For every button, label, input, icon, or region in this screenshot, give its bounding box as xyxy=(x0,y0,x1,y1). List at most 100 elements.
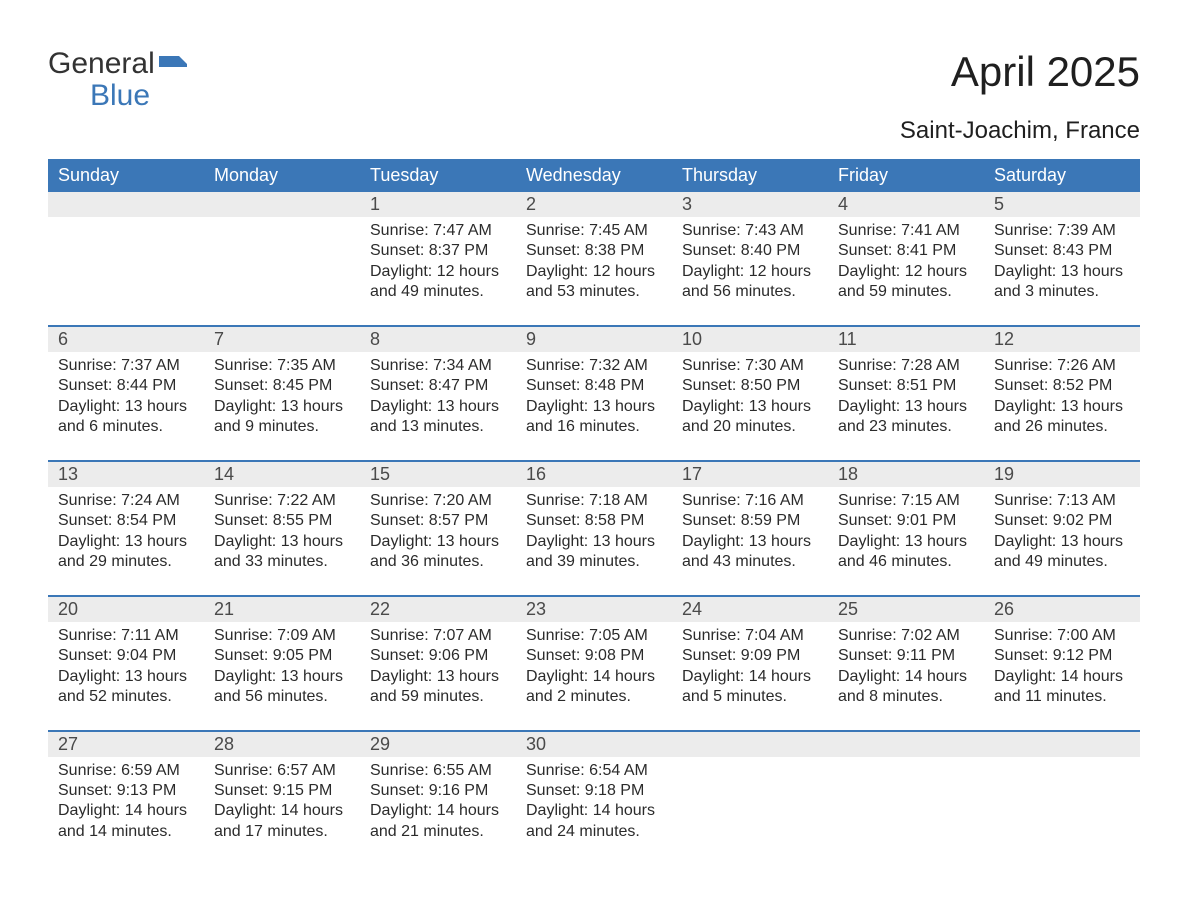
day-details: Sunrise: 7:16 AMSunset: 8:59 PMDaylight:… xyxy=(672,487,828,573)
calendar-body: 1Sunrise: 7:47 AMSunset: 8:37 PMDaylight… xyxy=(48,192,1140,864)
day-details: Sunrise: 7:05 AMSunset: 9:08 PMDaylight:… xyxy=(516,622,672,708)
sunrise-text: Sunrise: 7:34 AM xyxy=(370,356,506,376)
calendar-cell: 14 Sunrise: 7:22 AMSunset: 8:55 PMDayligh… xyxy=(204,461,360,596)
sunset-text: Sunset: 9:05 PM xyxy=(214,646,350,666)
daylight-text: Daylight: 13 hours and 26 minutes. xyxy=(994,397,1130,438)
daylight-text: Daylight: 13 hours and 13 minutes. xyxy=(370,397,506,438)
daylight-text: Daylight: 14 hours and 24 minutes. xyxy=(526,801,662,842)
sunrise-text: Sunrise: 7:43 AM xyxy=(682,221,818,241)
calendar-cell: 13Sunrise: 7:24 AMSunset: 8:54 PMDayligh… xyxy=(48,461,204,596)
calendar-cell: 8Sunrise: 7:34 AMSunset: 8:47 PMDaylight… xyxy=(360,326,516,461)
daylight-text: Daylight: 13 hours and 9 minutes. xyxy=(214,397,350,438)
day-number: 27 xyxy=(48,732,204,757)
day-number: 24 xyxy=(672,597,828,622)
weekday-header: Monday xyxy=(204,159,360,192)
day-number: 7 xyxy=(204,327,360,352)
sunrise-text: Sunrise: 7:28 AM xyxy=(838,356,974,376)
location-text: Saint-Joachim, France xyxy=(48,117,1140,145)
sunset-text: Sunset: 8:43 PM xyxy=(994,241,1130,261)
day-details: Sunrise: 6:59 AMSunset: 9:13 PMDaylight:… xyxy=(48,757,204,843)
calendar-cell: 16Sunrise: 7:18 AMSunset: 8:58 PMDayligh… xyxy=(516,461,672,596)
calendar-cell: 4Sunrise: 7:41 AMSunset: 8:41 PMDaylight… xyxy=(828,192,984,326)
sunset-text: Sunset: 9:08 PM xyxy=(526,646,662,666)
daylight-text: Daylight: 14 hours and 5 minutes. xyxy=(682,667,818,708)
sunset-text: Sunset: 9:06 PM xyxy=(370,646,506,666)
day-number: 28 xyxy=(204,732,360,757)
sunrise-text: Sunrise: 7:32 AM xyxy=(526,356,662,376)
day-details: Sunrise: 7:34 AMSunset: 8:47 PMDaylight:… xyxy=(360,352,516,438)
sunset-text: Sunset: 8:58 PM xyxy=(526,511,662,531)
sunrise-text: Sunrise: 7:41 AM xyxy=(838,221,974,241)
sunrise-text: Sunrise: 7:16 AM xyxy=(682,491,818,511)
calendar-cell: 17Sunrise: 7:16 AMSunset: 8:59 PMDayligh… xyxy=(672,461,828,596)
daylight-text: Daylight: 13 hours and 39 minutes. xyxy=(526,532,662,573)
weekday-header-row: Sunday Monday Tuesday Wednesday Thursday… xyxy=(48,159,1140,192)
day-details: Sunrise: 7:47 AMSunset: 8:37 PMDaylight:… xyxy=(360,217,516,303)
sunrise-text: Sunrise: 7:18 AM xyxy=(526,491,662,511)
day-number: 18 xyxy=(828,462,984,487)
day-details: Sunrise: 7:28 AMSunset: 8:51 PMDaylight:… xyxy=(828,352,984,438)
sunset-text: Sunset: 8:44 PM xyxy=(58,376,194,396)
daylight-text: Daylight: 14 hours and 17 minutes. xyxy=(214,801,350,842)
day-number: 14 xyxy=(204,462,360,487)
sunset-text: Sunset: 8:52 PM xyxy=(994,376,1130,396)
daylight-text: Daylight: 12 hours and 49 minutes. xyxy=(370,262,506,303)
daylight-text: Daylight: 13 hours and 52 minutes. xyxy=(58,667,194,708)
calendar-row: 20Sunrise: 7:11 AMSunset: 9:04 PMDayligh… xyxy=(48,596,1140,731)
day-number: 12 xyxy=(984,327,1140,352)
day-number: 2 xyxy=(516,192,672,217)
sunset-text: Sunset: 9:01 PM xyxy=(838,511,974,531)
sunset-text: Sunset: 9:16 PM xyxy=(370,781,506,801)
day-number: 30 xyxy=(516,732,672,757)
daylight-text: Daylight: 13 hours and 46 minutes. xyxy=(838,532,974,573)
daylight-text: Daylight: 13 hours and 16 minutes. xyxy=(526,397,662,438)
calendar-cell: 20Sunrise: 7:11 AMSunset: 9:04 PMDayligh… xyxy=(48,596,204,731)
day-details: Sunrise: 7:20 AMSunset: 8:57 PMDaylight:… xyxy=(360,487,516,573)
sunrise-text: Sunrise: 7:20 AM xyxy=(370,491,506,511)
sunrise-text: Sunrise: 7:15 AM xyxy=(838,491,974,511)
day-details: Sunrise: 7:35 AMSunset: 8:45 PMDaylight:… xyxy=(204,352,360,438)
sunrise-text: Sunrise: 7:22 AM xyxy=(214,491,350,511)
sunrise-text: Sunrise: 6:57 AM xyxy=(214,761,350,781)
calendar-cell: 6Sunrise: 7:37 AMSunset: 8:44 PMDaylight… xyxy=(48,326,204,461)
day-number xyxy=(48,192,204,217)
sunset-text: Sunset: 9:02 PM xyxy=(994,511,1130,531)
weekday-header: Thursday xyxy=(672,159,828,192)
sunset-text: Sunset: 9:13 PM xyxy=(58,781,194,801)
sunrise-text: Sunrise: 7:24 AM xyxy=(58,491,194,511)
day-details: Sunrise: 7:24 AMSunset: 8:54 PMDaylight:… xyxy=(48,487,204,573)
calendar-cell: 22Sunrise: 7:07 AMSunset: 9:06 PMDayligh… xyxy=(360,596,516,731)
sunset-text: Sunset: 9:18 PM xyxy=(526,781,662,801)
sunset-text: Sunset: 8:59 PM xyxy=(682,511,818,531)
calendar-cell: 28Sunrise: 6:57 AMSunset: 9:15 PMDayligh… xyxy=(204,731,360,865)
day-number: 11 xyxy=(828,327,984,352)
weekday-header: Friday xyxy=(828,159,984,192)
daylight-text: Daylight: 12 hours and 56 minutes. xyxy=(682,262,818,303)
calendar-cell: 2Sunrise: 7:45 AMSunset: 8:38 PMDaylight… xyxy=(516,192,672,326)
day-number: 29 xyxy=(360,732,516,757)
sunrise-text: Sunrise: 7:00 AM xyxy=(994,626,1130,646)
calendar-row: 13Sunrise: 7:24 AMSunset: 8:54 PMDayligh… xyxy=(48,461,1140,596)
daylight-text: Daylight: 13 hours and 6 minutes. xyxy=(58,397,194,438)
sunset-text: Sunset: 9:09 PM xyxy=(682,646,818,666)
brand-word-blue: Blue xyxy=(48,79,150,112)
sunset-text: Sunset: 8:38 PM xyxy=(526,241,662,261)
daylight-text: Daylight: 13 hours and 33 minutes. xyxy=(214,532,350,573)
sunset-text: Sunset: 8:55 PM xyxy=(214,511,350,531)
day-details: Sunrise: 7:18 AMSunset: 8:58 PMDaylight:… xyxy=(516,487,672,573)
day-number: 4 xyxy=(828,192,984,217)
weekday-header: Saturday xyxy=(984,159,1140,192)
calendar-cell xyxy=(48,192,204,326)
day-details: Sunrise: 7:43 AMSunset: 8:40 PMDaylight:… xyxy=(672,217,828,303)
day-number: 9 xyxy=(516,327,672,352)
daylight-text: Daylight: 14 hours and 8 minutes. xyxy=(838,667,974,708)
brand-text: General Blue xyxy=(48,48,155,111)
daylight-text: Daylight: 13 hours and 49 minutes. xyxy=(994,532,1130,573)
day-details: Sunrise: 7:02 AMSunset: 9:11 PMDaylight:… xyxy=(828,622,984,708)
sunrise-text: Sunrise: 7:39 AM xyxy=(994,221,1130,241)
header: General Blue April 2025 xyxy=(48,48,1140,111)
daylight-text: Daylight: 13 hours and 3 minutes. xyxy=(994,262,1130,303)
calendar-cell xyxy=(204,192,360,326)
daylight-text: Daylight: 13 hours and 43 minutes. xyxy=(682,532,818,573)
daylight-text: Daylight: 12 hours and 53 minutes. xyxy=(526,262,662,303)
